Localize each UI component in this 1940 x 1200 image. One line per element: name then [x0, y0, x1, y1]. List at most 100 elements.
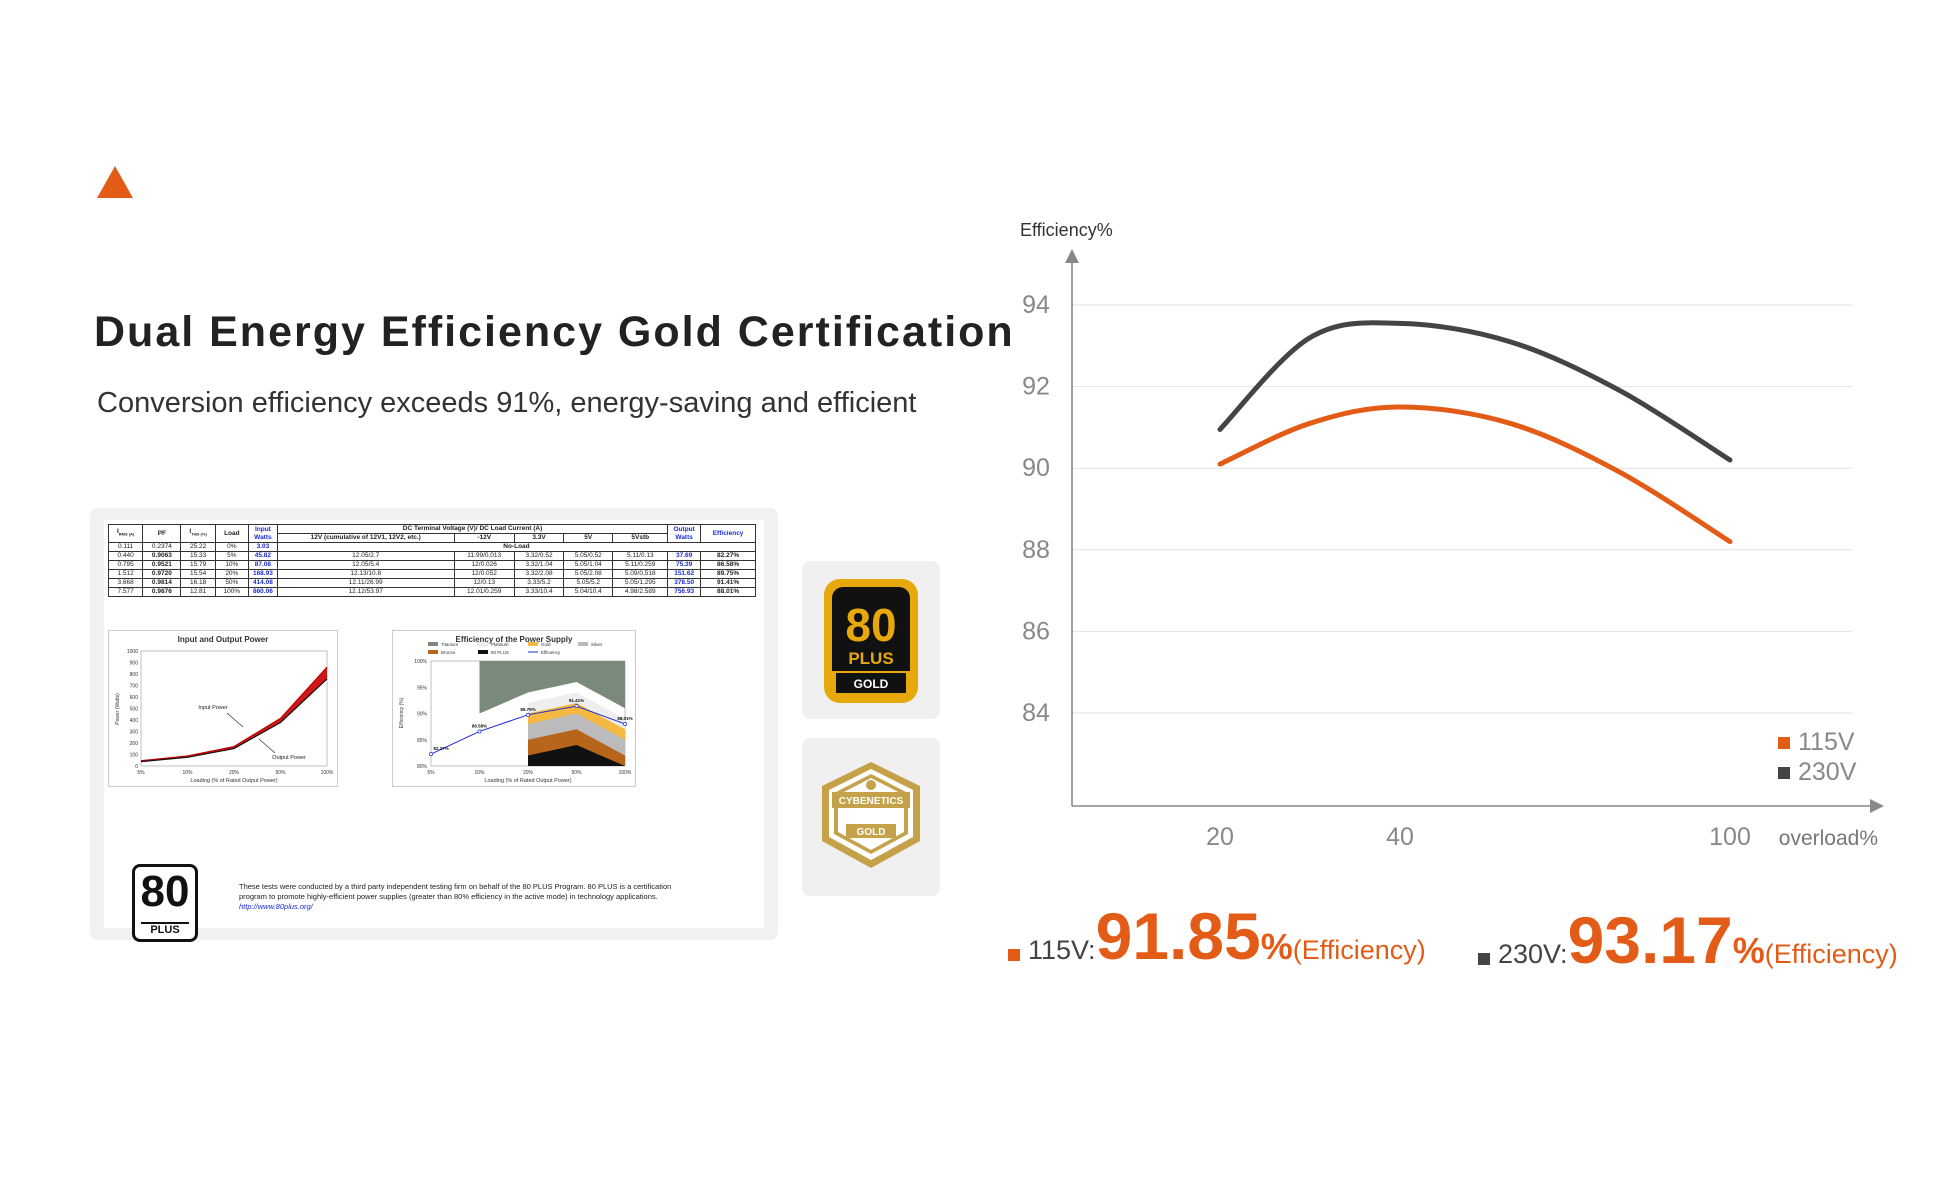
power-gap-area [141, 667, 327, 762]
cell: 12.05/2.7 [276, 551, 455, 561]
cell: No-Load [276, 542, 757, 552]
x-tick-label: 50% [275, 770, 286, 776]
cell: 3.33/10.4 [513, 587, 565, 597]
col-efficiency: Efficiency [700, 524, 756, 543]
cybenetics-gold-card: CYBENETICS GOLD [802, 738, 940, 896]
cell: 3.03 [247, 542, 278, 552]
y-tick-label: 900 [130, 661, 139, 667]
cell: 5.05/2.08 [563, 569, 614, 579]
cell: 5% [214, 551, 249, 561]
col-pf: PF [142, 524, 182, 543]
report-table: IRMS (A) PF ITHD (%) Load Input Watts DC… [107, 524, 757, 597]
cell: 151.62 [667, 569, 702, 579]
cell: 5.05/5.2 [563, 578, 614, 588]
stat-label-115v: 115V: [1028, 935, 1096, 965]
cell: 0.9063 [142, 551, 182, 561]
cell: 12.01/0.259 [453, 587, 515, 597]
cell: 12.12/53.97 [276, 587, 455, 597]
efficiency-line-chart: Efficiency% overload% 94 92 90 88 86 84 20 40 10… [1020, 220, 1884, 851]
y-tick-label: 100 [130, 753, 139, 759]
cell: 12.81 [180, 587, 216, 597]
y-tick-label: 92 [1022, 373, 1050, 401]
stat-115v: 115V:91.85%(Efficiency) [1008, 898, 1426, 974]
y-tick-label: 700 [130, 684, 139, 690]
efficiency-x-label: Loading (% of Rated Output Power) [484, 778, 571, 784]
stat-suffix-230v: (Efficiency) [1764, 939, 1898, 969]
legend-label: Efficiency [541, 650, 561, 655]
col-ithd: ITHD (%) [180, 524, 216, 543]
series-line-230v [1217, 320, 1733, 463]
cell: 5.11/0.259 [612, 560, 669, 570]
triangle-accent-icon [97, 166, 133, 198]
cell: 91.41% [700, 578, 756, 588]
legend-item-230v: 230V [1778, 758, 1856, 787]
stat-pct-230v: % [1732, 930, 1765, 971]
legend-swatch-115v [1778, 737, 1790, 750]
stat-label-230v: 230V: [1498, 939, 1568, 969]
x-tick-label: 20% [523, 770, 534, 776]
y-tick-label: 90% [417, 712, 428, 718]
power-x-label: Loading (% of Rated Output Power) [190, 778, 277, 784]
stat-230v: 230V:93.17%(Efficiency) [1478, 902, 1898, 978]
efficiency-chart-title: Efficiency of the Power Supply [455, 635, 573, 644]
cell: 0.9521 [142, 560, 182, 570]
legend-swatch [578, 642, 588, 646]
logo-plus-text: PLUS [141, 922, 189, 936]
legend-swatch [528, 642, 538, 646]
legend-label: Gold [541, 642, 551, 647]
cell: 12/0.026 [453, 560, 515, 570]
cell: 3.32/0.52 [513, 551, 565, 561]
x-tick-label: 100% [321, 770, 334, 776]
cell: 88.01% [700, 587, 756, 597]
cell: 860.06 [247, 587, 278, 597]
col-load: Load [214, 524, 249, 543]
efficiency-y-label: Efficiency (%) [399, 697, 405, 728]
x-tick-label: 40 [1386, 823, 1414, 851]
efficiency-point-label: 86.58% [472, 723, 487, 728]
y-tick-label: 90 [1022, 454, 1050, 482]
cell: 12/0.052 [453, 569, 515, 579]
legend-label: Silver [591, 642, 603, 647]
cell: 20% [214, 569, 249, 579]
input-power-line [140, 666, 328, 762]
cell: 50% [214, 578, 249, 588]
y-tick-label: 100% [414, 659, 427, 665]
y-axis-label: Efficiency% [1020, 220, 1113, 240]
efficiency-chart-svg: Titanium Platinum Gold Silver Bronze 80 PLUS E… [399, 641, 633, 784]
y-tick-label: 300 [130, 730, 139, 736]
y-tick-label: 80% [417, 764, 428, 770]
cell: 4.98/2.589 [612, 587, 669, 597]
legend-label: Bronze [441, 650, 456, 655]
80plus-link[interactable]: http://www.80plus.org/ [239, 902, 313, 911]
x-tick-label: 10% [474, 770, 485, 776]
cell: 89.75% [700, 569, 756, 579]
x-tick-label: 20 [1206, 823, 1234, 851]
cell: 0.9876 [142, 587, 182, 597]
efficiency-band [479, 661, 625, 714]
cell: 10% [214, 560, 249, 570]
efficiency-point-label: 82.27% [433, 746, 448, 751]
cell: 12.13/10.8 [276, 569, 455, 579]
legend-swatch [428, 650, 438, 654]
cell: 11.99/0.013 [453, 551, 515, 561]
efficiency-band [528, 745, 625, 766]
badge-80-text: 80 [845, 599, 896, 651]
x-tick-label: 100% [619, 770, 632, 776]
cell: 3.668 [107, 578, 144, 588]
col-dc-group: DC Terminal Voltage (V)/ DC Load Current… [276, 524, 669, 534]
report-note-text: These tests were conducted by a third pa… [239, 882, 672, 901]
cell: 3.32/1.04 [513, 560, 565, 570]
y-axis-arrow-icon [1065, 249, 1079, 263]
col-output-watts: Output Watts [667, 524, 702, 543]
stat-value-115v: 91.85 [1095, 899, 1261, 973]
col-irms: IRMS (A) [107, 524, 144, 543]
x-tick-label: 10% [182, 770, 193, 776]
logo-80-text: 80 [140, 867, 190, 916]
table-row: 0.795 0.9521 15.79 10% 87.08 12.05/5.4 12/0.02… [107, 560, 756, 570]
table-row: 3.668 0.9814 16.18 50% 414.08 12.11/26.99 12/0… [107, 578, 756, 588]
legend-label-115v: 115V [1798, 728, 1855, 756]
cell: 756.93 [667, 587, 702, 597]
efficiency-point [623, 721, 627, 726]
output-power-line [140, 678, 328, 763]
cell: 12.11/26.99 [276, 578, 455, 588]
